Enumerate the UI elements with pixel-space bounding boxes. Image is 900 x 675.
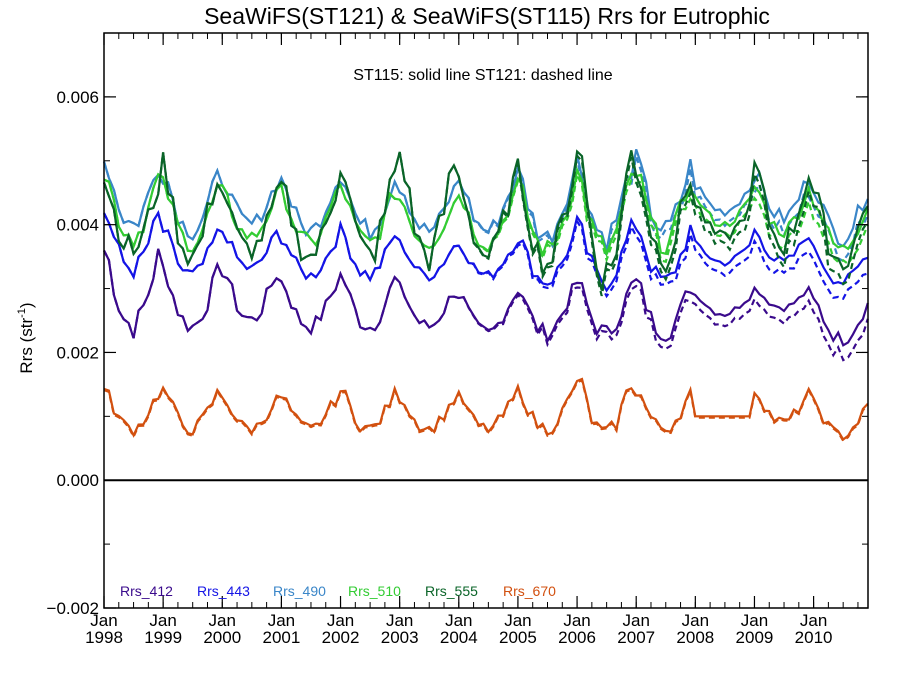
axes: −0.0020.0000.0020.0040.006Jan1998Jan1999… — [47, 32, 869, 647]
legend: Rrs_412 Rrs_443 Rrs_490 Rrs_510 Rrs_555 Rrs_6… — [120, 583, 556, 599]
legend-entry-rrs_510: Rrs_510 — [348, 583, 401, 599]
y-axis-label: Rrs (str-1) — [16, 302, 36, 373]
y-tick-label: −0.002 — [47, 599, 99, 618]
y-tick-label: 0.006 — [56, 88, 99, 107]
x-tick-month-label: Jan — [209, 611, 236, 630]
x-tick-year-label: 1998 — [85, 628, 123, 647]
chart-title: SeaWiFS(ST121) & SeaWiFS(ST115) Rrs for … — [204, 3, 770, 29]
series-rrs_412-st115-line — [103, 248, 869, 347]
y-tick-label: 0.002 — [56, 343, 99, 362]
legend-entry-rrs_490: Rrs_490 — [273, 583, 326, 599]
x-tick-year-label: 2001 — [262, 628, 300, 647]
y-axis-label-sup: -1 — [16, 308, 28, 318]
legend-entry-rrs_555: Rrs_555 — [425, 583, 478, 599]
x-tick-year-label: 2007 — [617, 628, 655, 647]
x-tick-year-label: 2010 — [795, 628, 833, 647]
series-rrs_443-st115-line — [103, 210, 869, 293]
legend-entry-rrs_670: Rrs_670 — [503, 583, 556, 599]
x-tick-month-label: Jan — [622, 611, 649, 630]
legend-entry-rrs_443: Rrs_443 — [197, 583, 250, 599]
x-tick-month-label: Jan — [682, 611, 709, 630]
x-tick-month-label: Jan — [741, 611, 768, 630]
x-tick-year-label: 2005 — [499, 628, 537, 647]
x-tick-year-label: 2008 — [676, 628, 714, 647]
legend-entry-rrs_412: Rrs_412 — [120, 583, 173, 599]
x-tick-month-label: Jan — [149, 611, 176, 630]
series-rrs_490-st115-line — [102, 148, 869, 251]
y-tick-label: 0.000 — [56, 471, 99, 490]
x-tick-year-label: 2003 — [381, 628, 419, 647]
y-tick-label: 0.004 — [56, 216, 99, 235]
x-tick-month-label: Jan — [800, 611, 827, 630]
series-rrs_670-st115-line — [103, 377, 869, 442]
x-tick-month-label: Jan — [327, 611, 354, 630]
x-tick-year-label: 2009 — [736, 628, 774, 647]
x-tick-month-label: Jan — [90, 611, 117, 630]
x-tick-month-label: Jan — [563, 611, 590, 630]
x-tick-month-label: Jan — [268, 611, 295, 630]
plot-frame — [103, 32, 869, 609]
plot-area — [102, 148, 869, 443]
x-tick-month-label: Jan — [386, 611, 413, 630]
y-axis-label-close: ) — [17, 302, 36, 308]
x-tick-year-label: 2002 — [322, 628, 360, 647]
x-tick-month-label: Jan — [445, 611, 472, 630]
x-tick-month-label: Jan — [504, 611, 531, 630]
y-axis-label-main: Rrs (str — [17, 318, 36, 374]
x-tick-year-label: 1999 — [144, 628, 182, 647]
series-rrs_555-st115-line — [102, 149, 869, 291]
x-tick-year-label: 2000 — [203, 628, 241, 647]
x-tick-year-label: 2006 — [558, 628, 596, 647]
x-tick-year-label: 2004 — [440, 628, 478, 647]
series-rrs_670-st121-line — [103, 378, 869, 443]
chart-annotation: ST115: solid line ST121: dashed line — [353, 67, 613, 84]
